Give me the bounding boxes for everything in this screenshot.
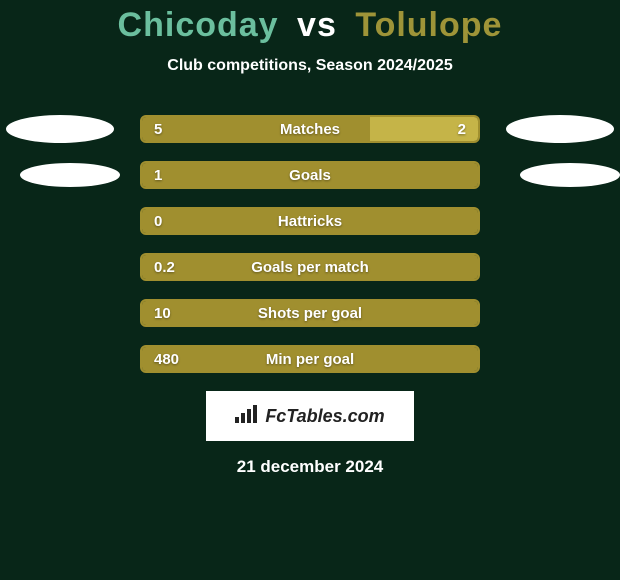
stat-value-right: 2: [458, 117, 466, 141]
stat-row: Goals per match0.2: [0, 253, 620, 281]
player2-marker: [506, 115, 614, 143]
stat-value-left: 480: [154, 347, 179, 371]
stat-value-left: 10: [154, 301, 171, 325]
player1-name: Chicoday: [118, 6, 279, 44]
logo-text: FcTables.com: [265, 406, 384, 427]
stat-value-left: 5: [154, 117, 162, 141]
player2-name: Tolulope: [355, 6, 502, 44]
stat-row: Shots per goal10: [0, 299, 620, 327]
stat-row: Hattricks0: [0, 207, 620, 235]
stat-value-left: 0: [154, 209, 162, 233]
vs-text: vs: [297, 6, 337, 44]
stat-label: Min per goal: [142, 347, 478, 371]
stat-label: Shots per goal: [142, 301, 478, 325]
stat-row: Matches5 2: [0, 115, 620, 143]
stat-row: Min per goal480: [0, 345, 620, 373]
stat-label: Matches: [142, 117, 478, 141]
stat-label: Goals per match: [142, 255, 478, 279]
logo-bars-icon: [235, 405, 259, 428]
stat-label: Goals: [142, 163, 478, 187]
stat-bar: Shots per goal10: [140, 299, 480, 327]
stat-row: Goals1: [0, 161, 620, 189]
stat-bar: Goals per match0.2: [140, 253, 480, 281]
stat-value-left: 1: [154, 163, 162, 187]
stats-chart: Matches5 2 Goals1 Hattricks0 Goals per match…: [0, 115, 620, 373]
stat-bar: Hattricks0: [140, 207, 480, 235]
stat-value-left: 0.2: [154, 255, 175, 279]
subtitle: Club competitions, Season 2024/2025: [0, 57, 620, 75]
stat-bar: Min per goal480: [140, 345, 480, 373]
player1-marker: [6, 115, 114, 143]
comparison-title: Chicoday vs Tolulope: [0, 0, 620, 45]
stat-bar: Goals1: [140, 161, 480, 189]
date-text: 21 december 2024: [0, 457, 620, 477]
player1-marker: [20, 163, 120, 187]
player2-marker: [520, 163, 620, 187]
stat-bar: Matches5 2: [140, 115, 480, 143]
stat-label: Hattricks: [142, 209, 478, 233]
logo-box: FcTables.com: [206, 391, 414, 441]
